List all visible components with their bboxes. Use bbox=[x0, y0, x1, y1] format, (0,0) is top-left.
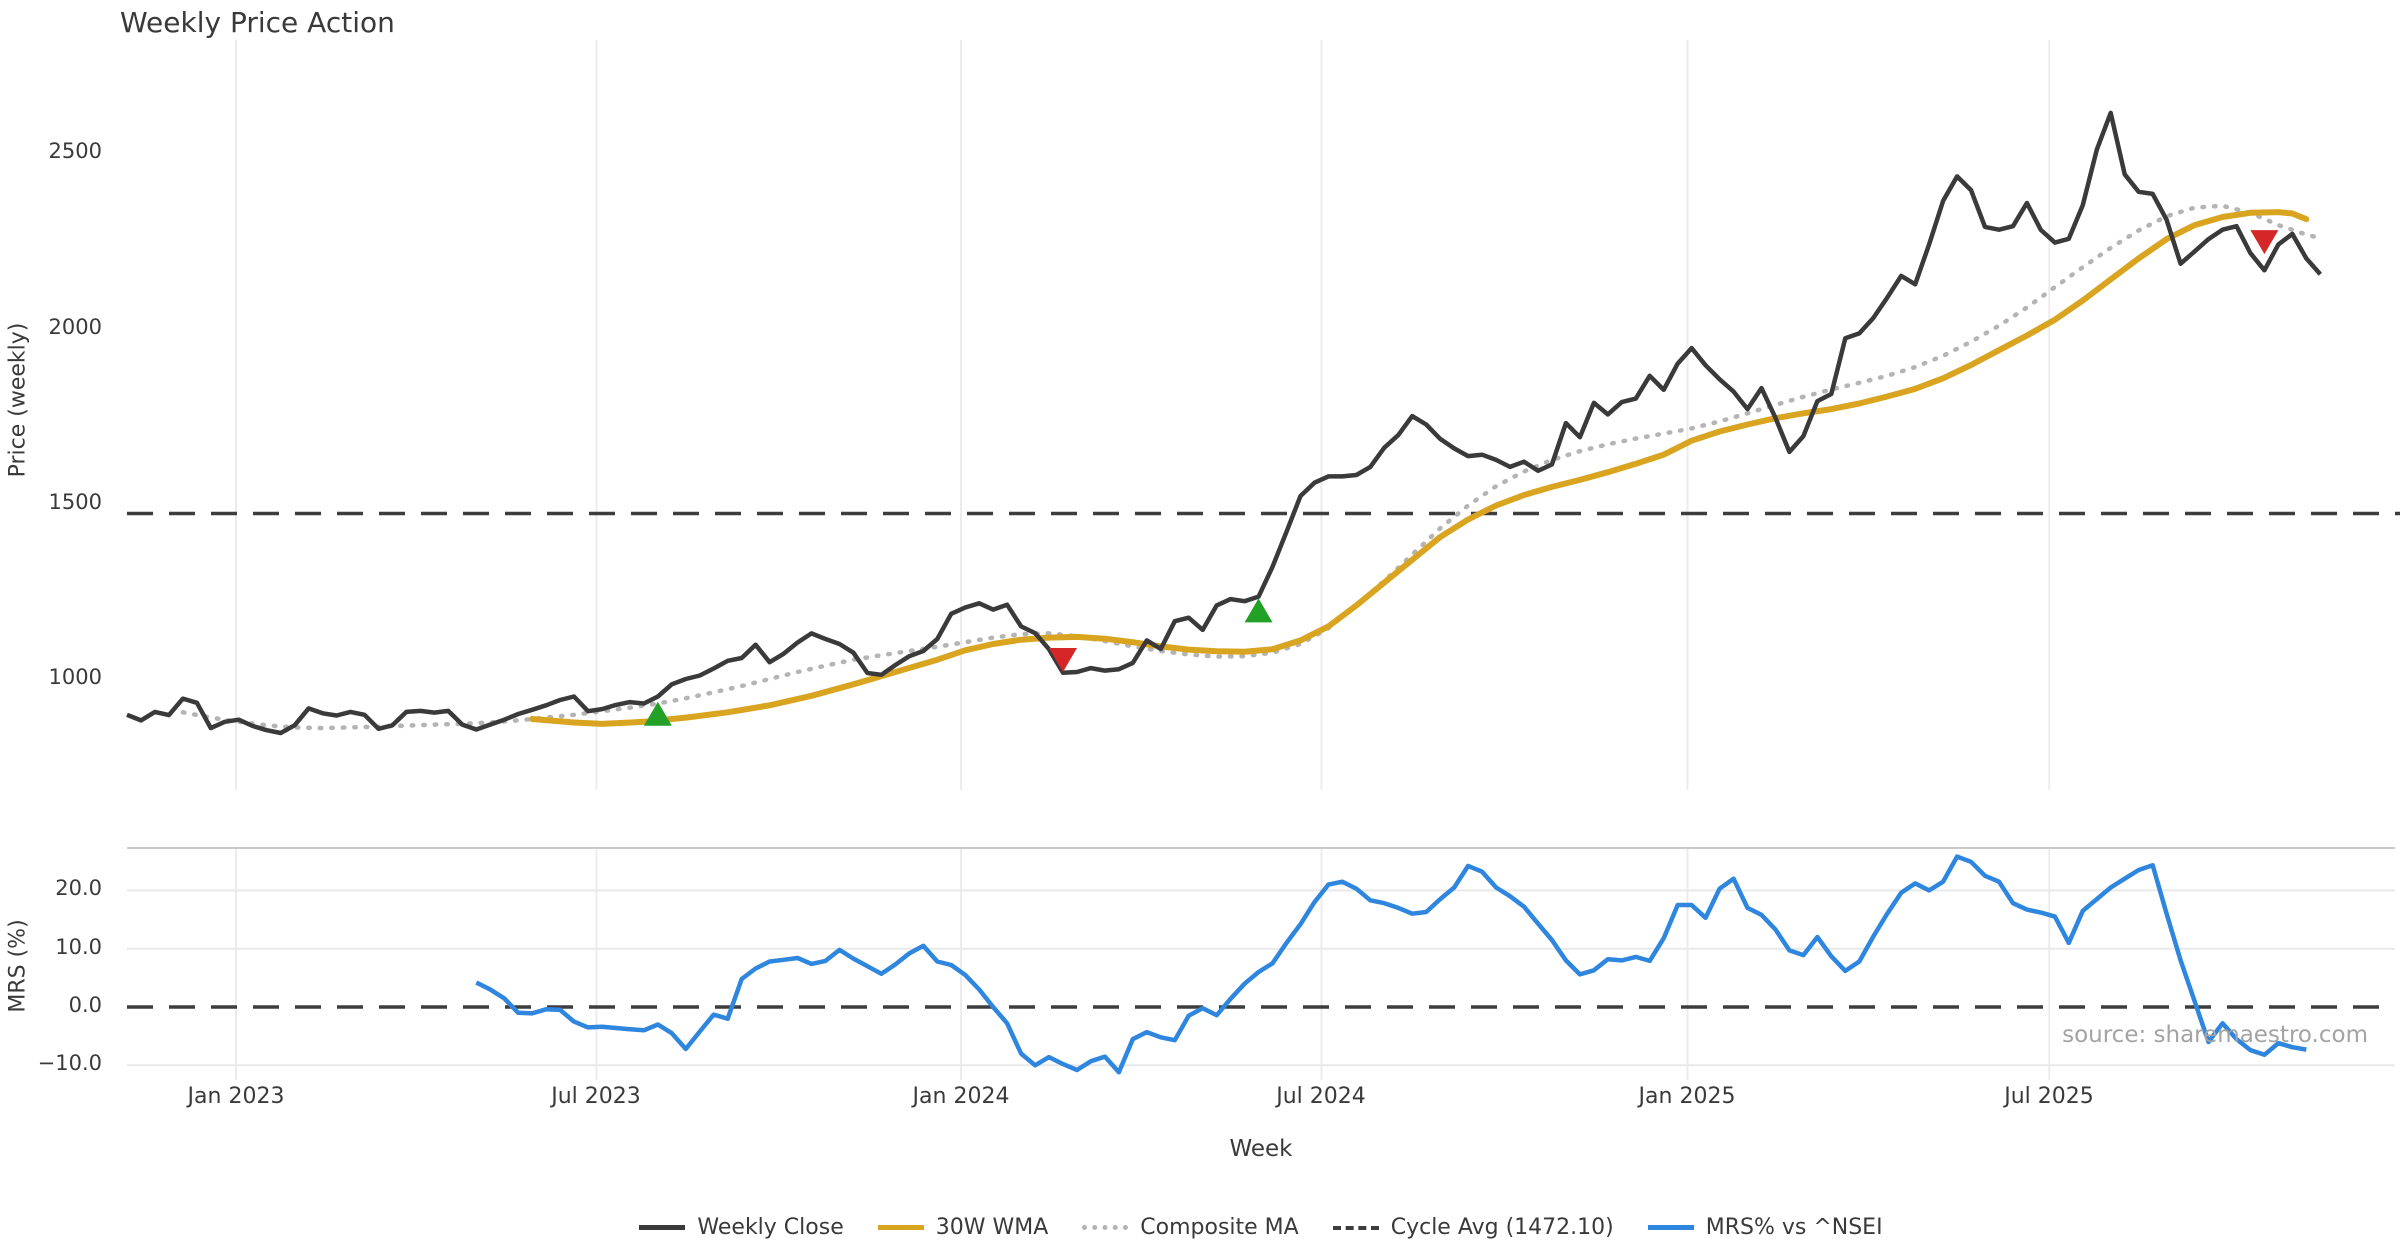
source-watermark: source: sharemaestro.com bbox=[2062, 1022, 2368, 1048]
x-tick-label: Jul 2025 bbox=[2004, 1084, 2094, 1109]
legend-label: MRS% vs ^NSEI bbox=[1705, 1215, 1883, 1240]
legend-line-sample-icon bbox=[639, 1225, 686, 1230]
legend-label: Composite MA bbox=[1140, 1215, 1299, 1240]
buy-signal-marker bbox=[643, 701, 672, 726]
mrs-line bbox=[475, 854, 2307, 1075]
mrs-y-tick-label: 0.0 bbox=[68, 993, 102, 1017]
sell-signal-marker bbox=[2250, 230, 2279, 255]
legend-line-sample-icon bbox=[877, 1225, 924, 1230]
legend-label: Cycle Avg (1472.10) bbox=[1390, 1215, 1614, 1240]
price-y-tick-label: 1000 bbox=[48, 665, 102, 689]
legend-line-sample-icon bbox=[1332, 1225, 1379, 1230]
x-tick-label: Jul 2023 bbox=[551, 1084, 641, 1109]
chart-legend: Weekly Close 30W WMA Composite MA Cycle Avg… bbox=[127, 1215, 2395, 1240]
price-y-tick-label: 2000 bbox=[48, 315, 102, 339]
x-axis-label: Week bbox=[1229, 1136, 1293, 1162]
price-y-tick-label: 1500 bbox=[48, 490, 102, 514]
x-tick-label: Jul 2024 bbox=[1276, 1084, 1366, 1109]
price-y-tick-label: 2500 bbox=[48, 139, 102, 163]
legend-item: Composite MA bbox=[1082, 1215, 1299, 1240]
legend-item: Cycle Avg (1472.10) bbox=[1332, 1215, 1614, 1240]
mrs-y-tick-label: −10.0 bbox=[37, 1051, 102, 1075]
x-tick-label: Jan 2024 bbox=[912, 1084, 1010, 1109]
sell-signal-marker bbox=[1048, 647, 1077, 672]
price-axis-label: Price (weekly) bbox=[5, 322, 31, 478]
weekly-close-line bbox=[126, 110, 2322, 736]
chart-title: Weekly Price Action bbox=[120, 6, 395, 39]
mrs-y-tick-label: 10.0 bbox=[55, 935, 102, 959]
legend-line-sample-icon bbox=[1082, 1225, 1129, 1230]
mrs-y-tick-label: 20.0 bbox=[55, 876, 102, 900]
x-tick-label: Jan 2025 bbox=[1638, 1084, 1736, 1109]
x-tick-label: Jan 2023 bbox=[187, 1084, 285, 1109]
legend-item: MRS% vs ^NSEI bbox=[1647, 1215, 1883, 1240]
buy-signal-marker bbox=[1244, 598, 1273, 623]
legend-label: Weekly Close bbox=[697, 1215, 844, 1240]
legend-item: 30W WMA bbox=[877, 1215, 1049, 1240]
legend-label: 30W WMA bbox=[935, 1215, 1049, 1240]
legend-item: Weekly Close bbox=[639, 1215, 844, 1240]
wma30-line bbox=[529, 209, 2310, 727]
legend-line-sample-icon bbox=[1647, 1225, 1694, 1230]
